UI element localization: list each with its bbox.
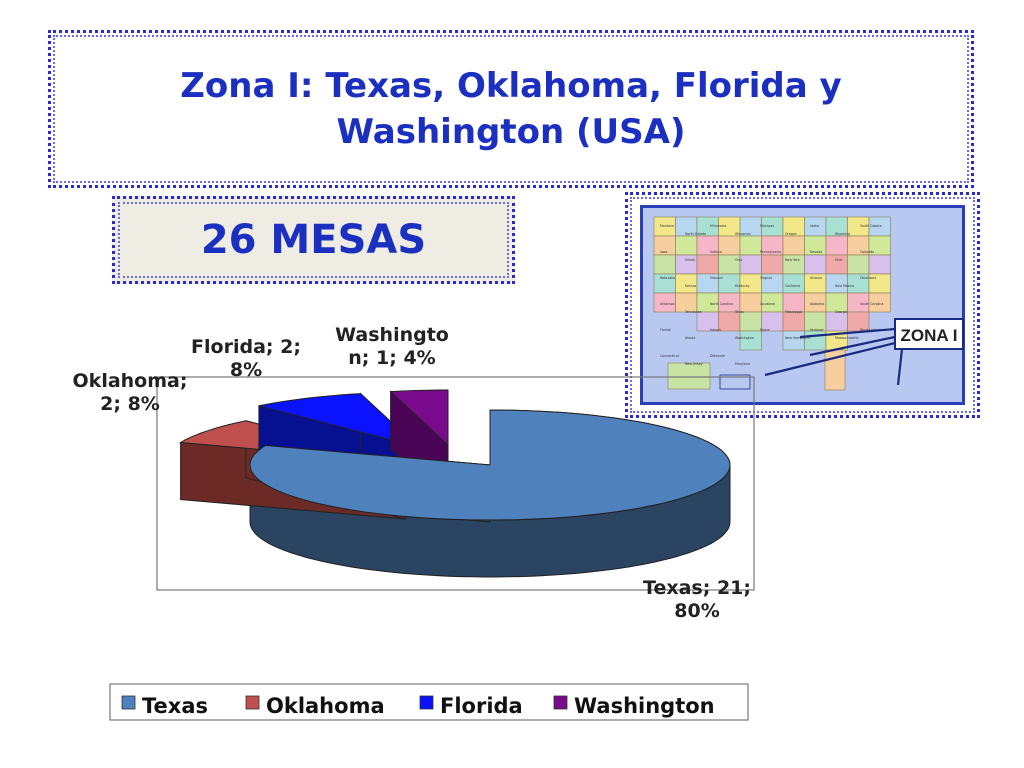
map-state <box>804 254 827 275</box>
map-state-label: Texas <box>734 310 744 314</box>
map-state-label: Washington <box>735 336 754 340</box>
map-state <box>696 254 719 275</box>
map-alaska <box>667 362 711 390</box>
map-state-label: Wisconsin <box>735 232 751 236</box>
map-state-label: Missouri <box>710 276 723 280</box>
pie-chart-svg: Texas; 21; 80% Oklahoma; 2; 8%Florida; 2; 8%… <box>73 324 755 721</box>
mesas-label: 26 MESAS <box>200 217 427 263</box>
map-state-label: Tennessee <box>684 310 702 314</box>
map-states <box>653 216 891 391</box>
map-state-label: Maine <box>760 328 770 332</box>
usa-map-frame: Montana North Dakota Minnesota Wisconsin Mic… <box>625 192 980 418</box>
map-hawaii-box <box>719 374 751 390</box>
map-state-label: Oregon <box>785 232 797 236</box>
legend-swatch-florida <box>419 695 434 710</box>
map-state-label: New Jersey <box>685 362 703 366</box>
map-state-label: Florida <box>660 328 671 332</box>
pie-slice-top <box>389 389 449 447</box>
map-state-label: Oklahoma <box>860 276 876 280</box>
map-state-label: New Hampshire <box>785 336 810 340</box>
map-arrow <box>799 327 896 339</box>
map-state-label: Kentucky <box>735 284 750 288</box>
zona-label-box <box>894 318 964 350</box>
map-state-label: Utah <box>835 258 843 262</box>
chart-legend: Texas Oklahoma Florida Washington <box>109 683 749 721</box>
map-state-label: Louisiana <box>760 302 775 306</box>
map-state-label: Colorado <box>860 250 874 254</box>
mesas-box: 26 MESAS <box>112 196 515 284</box>
pie-slice-top-texas <box>249 409 731 521</box>
map-state-label: South Carolina <box>860 302 883 306</box>
legend-label-oklahoma: Oklahoma <box>266 694 385 718</box>
map-state-label: Idaho <box>810 224 819 228</box>
map-state-label: Indiana <box>710 250 722 254</box>
map-state-label: New York <box>785 258 800 262</box>
legend-swatch-texas <box>121 695 136 710</box>
legend-label-texas: Texas <box>142 694 208 718</box>
map-state-label: Montana <box>660 224 674 228</box>
pie-slice-top <box>258 393 419 448</box>
map-state-label: Vermont <box>810 328 824 332</box>
map-state-label: Kansas <box>685 284 697 288</box>
data-label-washington: Washingto n; 1; 4% <box>335 324 449 369</box>
zona-label: ZONA I <box>901 326 958 345</box>
map-state-label: Alabama <box>810 302 824 306</box>
map-state-label: Delaware <box>710 354 725 358</box>
map-state <box>739 235 762 256</box>
map-state-label: Massachusetts <box>835 336 859 340</box>
map-state-label: Ohio <box>735 258 742 262</box>
map-arrows <box>764 327 904 386</box>
usa-map-image: Montana North Dakota Minnesota Wisconsin Mic… <box>640 205 965 405</box>
map-state-label: Iowa <box>660 250 667 254</box>
map-state <box>653 254 676 275</box>
map-state <box>782 235 805 256</box>
data-label-florida: Florida; 2; 8% <box>191 336 301 381</box>
plot-area-border <box>156 376 755 591</box>
map-arrow <box>809 335 896 357</box>
map-state-labels: Montana North Dakota Minnesota Wisconsin Mic… <box>660 224 883 366</box>
map-state-label: North Dakota <box>685 232 706 236</box>
map-state-label: Arizona <box>810 276 822 280</box>
map-state <box>825 235 848 256</box>
map-state-label: Virginia <box>760 276 772 280</box>
map-arrow <box>896 348 904 386</box>
map-state-label: New Mexico <box>835 284 854 288</box>
legend-label-florida: Florida <box>440 694 523 718</box>
data-label-texas: Texas; 21; 80% <box>643 577 751 622</box>
map-state-label: Mississippi <box>785 310 802 314</box>
map-arrow <box>764 341 896 377</box>
map-state-label: South Dakota <box>860 224 882 228</box>
map-state <box>868 292 891 313</box>
title-box: Zona I: Texas, Oklahoma, Florida y Washi… <box>48 30 974 188</box>
map-state-label: Maryland <box>735 362 750 366</box>
legend-swatch-oklahoma <box>245 695 260 710</box>
map-state <box>739 330 762 351</box>
map-state-label: Michigan <box>760 224 774 228</box>
map-state-label: Pennsylvania <box>760 250 781 254</box>
legend-swatch-washington <box>553 695 568 710</box>
slide-title: Zona I: Texas, Oklahoma, Florida y Washi… <box>180 66 842 152</box>
data-label-oklahoma: Oklahoma; 2; 8% <box>73 370 188 415</box>
legend-label-washington: Washington <box>574 694 715 718</box>
map-state-label: Connecticut <box>660 354 680 358</box>
map-state-label: Georgia <box>835 310 848 314</box>
pie-chart: Texas; 21; 80% Oklahoma; 2; 8% Florida; 2; 8%… <box>0 300 1024 740</box>
map-state-label: Wyoming <box>835 232 850 236</box>
map-state <box>739 254 762 275</box>
map-state-label: California <box>785 284 800 288</box>
map-state <box>675 235 698 256</box>
map-state-label: Alaska <box>685 336 695 340</box>
map-state <box>761 254 784 275</box>
map-state-label: Nevada <box>810 250 822 254</box>
map-state-label: Minnesota <box>710 224 726 228</box>
map-state-label: Arkansas <box>660 302 675 306</box>
map-state <box>847 254 870 275</box>
usa-map-svg: Montana North Dakota Minnesota Wisconsin Mic… <box>643 208 964 402</box>
map-state-label: Illinois <box>685 258 695 262</box>
map-state <box>868 254 891 275</box>
map-state-label: Hawaii <box>710 328 721 332</box>
map-state-label: North Carolina <box>710 302 733 306</box>
map-state-label: Nebraska <box>660 276 675 280</box>
